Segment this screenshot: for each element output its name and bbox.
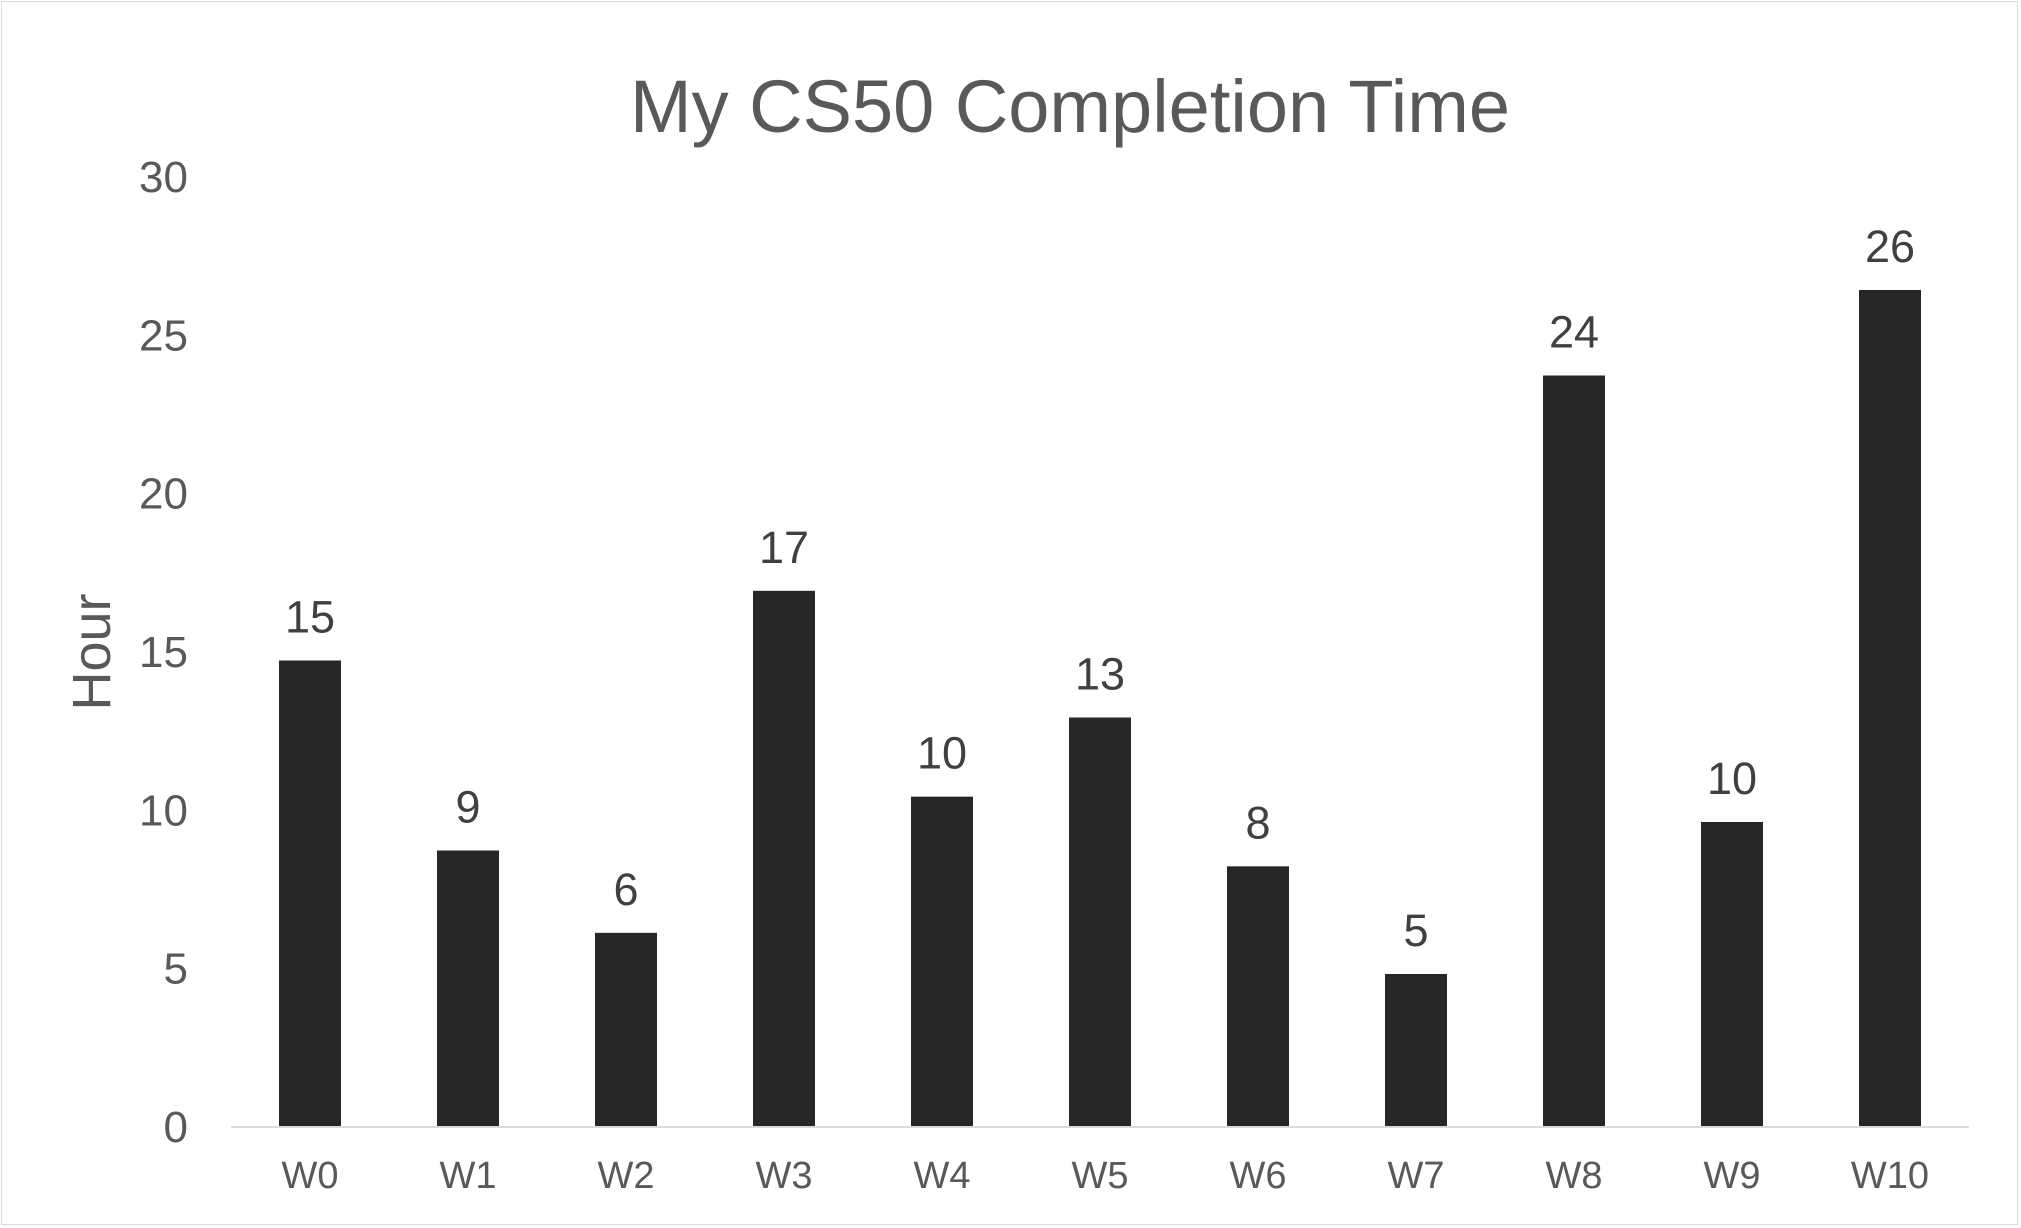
bar (911, 796, 973, 1126)
y-tick-label: 30 (139, 153, 188, 202)
x-axis-ticks: W0 W1 W2 W3 W4 W5 W6 W7 W8 W9 W10 (282, 1155, 1930, 1197)
data-label: 15 (285, 592, 335, 643)
data-label: 8 (1245, 797, 1270, 848)
bar (1701, 822, 1763, 1126)
data-label: 13 (1075, 649, 1125, 700)
x-tick-label: W1 (440, 1155, 497, 1197)
y-tick-label: 5 (164, 945, 188, 994)
x-tick-label: W6 (1230, 1155, 1287, 1197)
y-tick-label: 15 (139, 628, 188, 677)
x-tick-label: W10 (1851, 1155, 1929, 1197)
x-tick-label: W7 (1388, 1155, 1445, 1197)
y-axis-label: Hour (62, 593, 122, 710)
x-tick-label: W9 (1704, 1155, 1761, 1197)
y-tick-label: 0 (164, 1103, 188, 1152)
x-tick-label: W8 (1546, 1155, 1603, 1197)
bar (1859, 290, 1921, 1126)
x-tick-label: W4 (914, 1155, 971, 1197)
chart-title: My CS50 Completion Time (630, 65, 1510, 148)
bar (753, 590, 815, 1126)
data-label: 10 (917, 728, 967, 779)
data-label: 9 (455, 782, 480, 833)
bars (279, 290, 1921, 1126)
data-label: 6 (613, 864, 638, 915)
data-labels: 15 9 6 17 10 13 8 5 24 10 26 (285, 221, 1915, 956)
data-label: 17 (759, 522, 809, 573)
bar (437, 850, 499, 1126)
x-tick-label: W5 (1072, 1155, 1129, 1197)
data-label: 5 (1403, 905, 1428, 956)
data-label: 26 (1865, 221, 1915, 272)
data-label: 24 (1549, 307, 1599, 358)
bar (1385, 974, 1447, 1126)
bar (595, 932, 657, 1126)
y-tick-label: 25 (139, 311, 188, 360)
x-tick-label: W3 (756, 1155, 813, 1197)
y-tick-label: 10 (139, 786, 188, 835)
x-tick-label: W2 (598, 1155, 655, 1197)
x-tick-label: W0 (282, 1155, 339, 1197)
y-axis-ticks: 0 5 10 15 20 25 30 (139, 153, 188, 1152)
bar (1543, 375, 1605, 1126)
bar (1069, 717, 1131, 1126)
bar (1227, 866, 1289, 1126)
bar (279, 660, 341, 1126)
y-tick-label: 20 (139, 470, 188, 519)
data-label: 10 (1707, 753, 1757, 804)
